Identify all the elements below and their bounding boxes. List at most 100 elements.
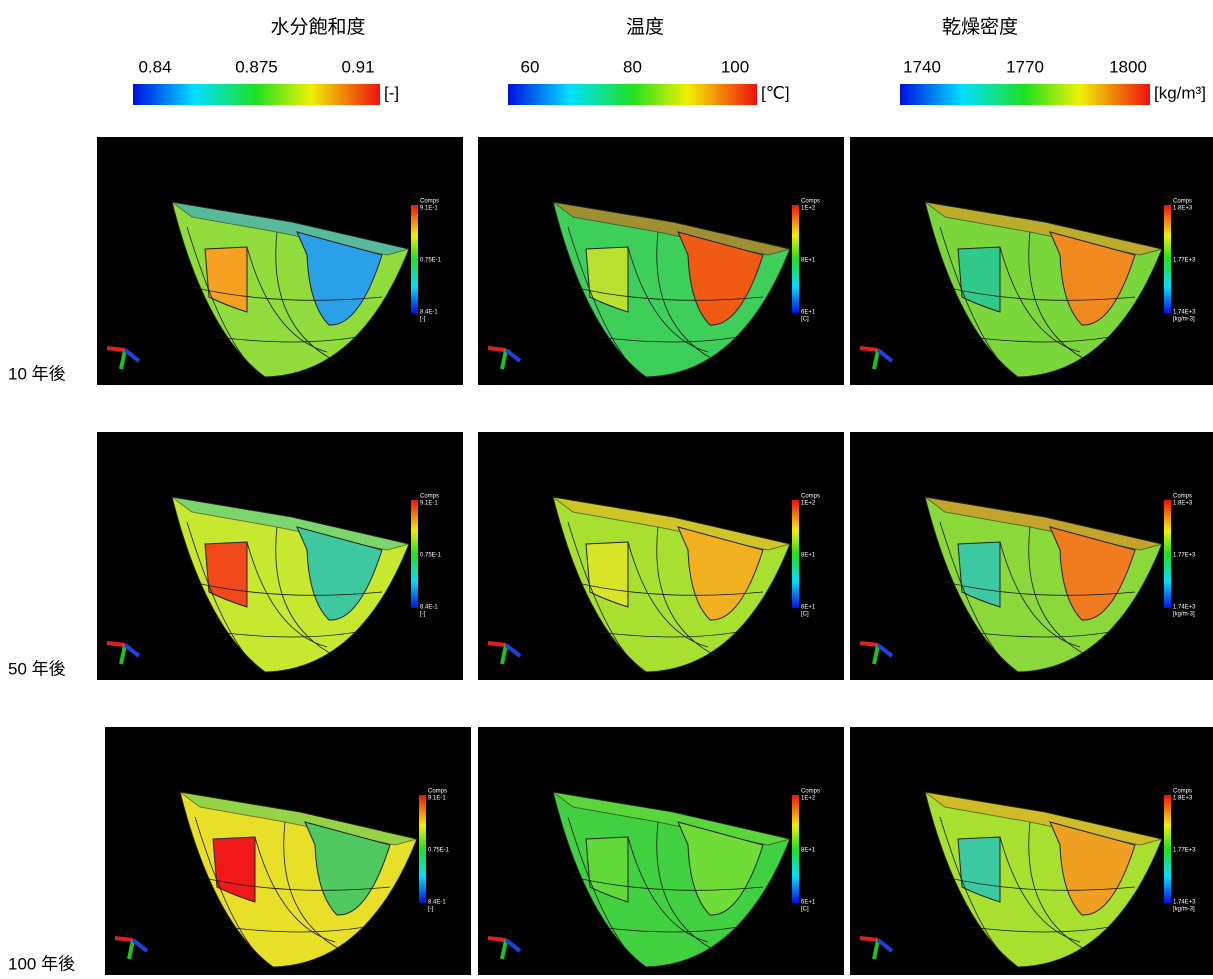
inner-legend-header: Comps: [420, 199, 439, 205]
inner-legend-label: 1E+2: [801, 796, 816, 802]
inner-legend-unit: [-]: [420, 317, 426, 323]
inner-legend-unit: [-]: [428, 907, 434, 913]
inner-legend-header: Comps: [801, 199, 820, 205]
mesh-line: [216, 631, 358, 638]
colorbar: [133, 84, 380, 105]
inner-legend-label: 9.1E-1: [428, 796, 446, 802]
inner-legend-label: 8E+1: [801, 258, 816, 264]
axis-z: [504, 643, 522, 658]
model-left-zone: [585, 836, 629, 903]
inner-legend-label: 8.4E-1: [420, 310, 438, 316]
column-title: 温度: [626, 16, 664, 38]
axis-x: [859, 936, 879, 942]
colorbar-unit: [kg/m³]: [1154, 83, 1206, 102]
inner-legend-label: 1.77E+3: [1173, 258, 1196, 264]
model-top: [179, 791, 418, 846]
inner-legend-label: 1.8E+3: [1173, 206, 1193, 212]
axis-z: [123, 643, 141, 658]
mesh-line: [597, 631, 739, 638]
inner-colorbar: [792, 500, 799, 608]
colorbar-unit: [-]: [384, 83, 399, 102]
mesh-line: [275, 231, 338, 363]
colorbar: [900, 84, 1150, 105]
inner-legend-header: Comps: [420, 494, 439, 500]
axis-z: [876, 348, 894, 363]
axis-y: [500, 349, 508, 370]
inner-legend-header: Comps: [801, 789, 820, 795]
inner-legend-label: 0.75E-1: [420, 553, 442, 559]
model-top: [924, 496, 1163, 551]
inner-colorbar: [1164, 205, 1171, 313]
model-top: [924, 791, 1163, 846]
model-top: [552, 791, 791, 846]
axis-x: [106, 346, 126, 352]
model-inner-zone: [1049, 231, 1136, 326]
mesh-line: [939, 816, 1019, 968]
model-top: [924, 201, 1163, 256]
model-inner-zone: [304, 821, 391, 916]
inner-legend-label: 8.4E-1: [420, 605, 438, 611]
model-left-zone: [957, 541, 1001, 608]
inner-legend-label: 1.8E+3: [1173, 501, 1193, 507]
inner-legend-label: 1.77E+3: [1173, 848, 1196, 854]
colorbar-tick-label: 1740: [903, 57, 941, 76]
inner-legend-label: 1.8E+3: [1173, 796, 1193, 802]
axis-z: [123, 348, 141, 363]
inner-legend-label: 6E+1: [801, 900, 816, 906]
mesh-line: [939, 521, 1019, 673]
inner-legend-label: 0.75E-1: [428, 848, 450, 854]
model-left-zone: [585, 541, 629, 608]
inner-legend-label: 6E+1: [801, 310, 816, 316]
inner-legend-label: 1.74E+3: [1173, 605, 1196, 611]
inner-legend-label: 8.4E-1: [428, 900, 446, 906]
model-top: [552, 201, 791, 256]
mesh-line: [656, 231, 719, 363]
model-inner-zone: [1049, 821, 1136, 916]
inner-colorbar: [419, 795, 426, 903]
model-inner-zone: [677, 821, 764, 916]
inner-legend-header: Comps: [1173, 494, 1192, 500]
inner-legend-label: 1E+2: [801, 501, 816, 507]
mesh-line: [1028, 526, 1091, 658]
model-inner-zone: [296, 231, 383, 326]
axis-z: [131, 938, 149, 953]
mesh-line: [597, 336, 739, 343]
colorbar-tick-label: 0.91: [341, 57, 374, 76]
colorbar-tick-label: 60: [521, 57, 540, 76]
model-top: [171, 496, 410, 551]
axis-y: [872, 349, 880, 370]
colorbar: [508, 84, 757, 105]
mesh-line: [567, 226, 647, 378]
axis-z: [876, 643, 894, 658]
inner-legend-label: 1.74E+3: [1173, 310, 1196, 316]
colorbar-unit: [℃]: [761, 83, 790, 102]
axis-x: [487, 346, 507, 352]
inner-legend-header: Comps: [801, 494, 820, 500]
inner-legend-unit: [C]: [801, 612, 809, 618]
row-label: 50 年後: [8, 659, 66, 678]
axis-x: [859, 346, 879, 352]
axis-z: [504, 938, 522, 953]
inner-legend-header: Comps: [1173, 199, 1192, 205]
axis-x: [106, 641, 126, 647]
model-top: [171, 201, 410, 256]
axis-y: [119, 644, 127, 665]
inner-colorbar: [411, 500, 418, 608]
mesh-line: [186, 226, 266, 378]
axis-y: [500, 939, 508, 960]
mesh-line: [283, 821, 346, 953]
axis-z: [504, 348, 522, 363]
colorbar-tick-label: 100: [721, 57, 749, 76]
model-left-zone: [957, 246, 1001, 313]
model-left-zone: [212, 836, 256, 903]
colorbar-tick-label: 80: [623, 57, 642, 76]
mesh-line: [1028, 821, 1091, 953]
inner-legend-label: 8E+1: [801, 848, 816, 854]
inner-legend-label: 0.75E-1: [420, 258, 442, 264]
mesh-line: [567, 816, 647, 968]
mesh-line: [969, 926, 1111, 933]
